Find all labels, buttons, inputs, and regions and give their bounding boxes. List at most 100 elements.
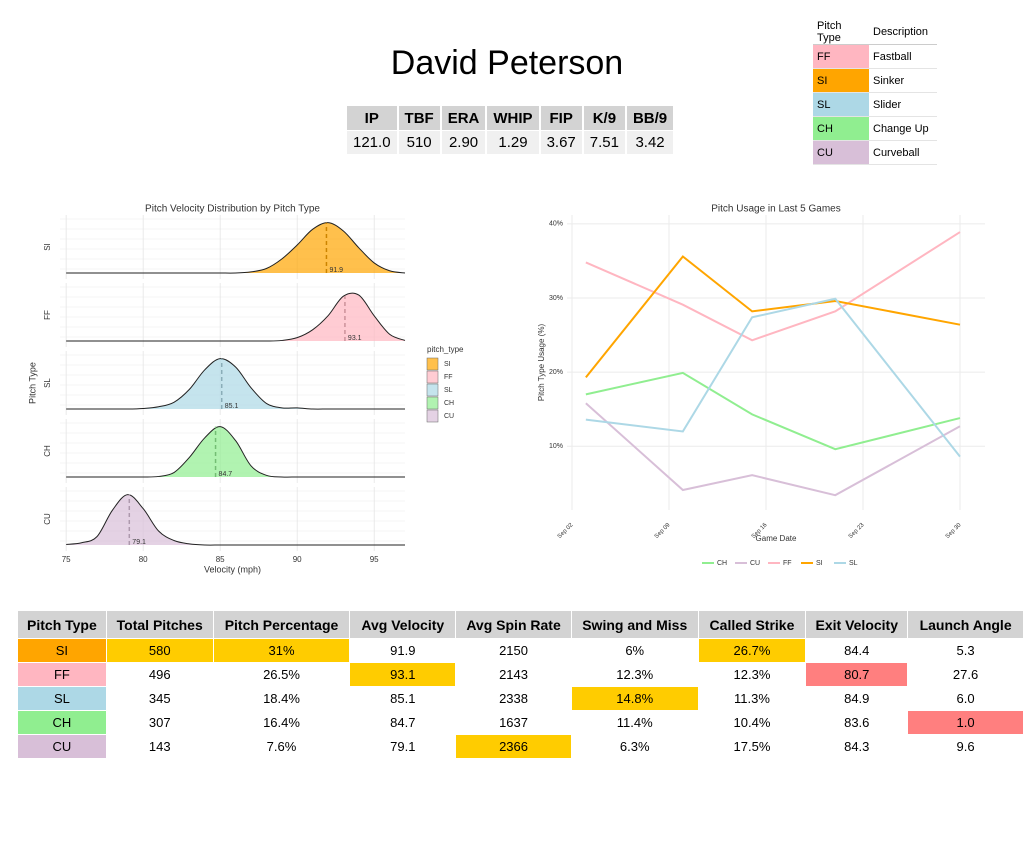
cell: 84.9 <box>844 691 870 706</box>
x-tick-label: 85 <box>216 555 225 564</box>
cell: 496 <box>148 667 171 682</box>
row: SI Sinker <box>813 69 937 93</box>
header-cell: Pitch Percentage <box>213 611 350 638</box>
density-area <box>66 494 406 546</box>
cell: 121.0 <box>347 131 397 154</box>
x-tick-label: 75 <box>62 555 71 564</box>
y-tick-label: 20% <box>549 369 563 376</box>
cell: 18.4% <box>263 691 300 706</box>
y-axis-title: Pitch Type Usage (%) <box>537 324 546 402</box>
cell: 12.3% <box>733 667 771 682</box>
header-cell: IP <box>347 106 397 130</box>
density-line <box>66 426 406 478</box>
header-cell: Total Pitches <box>106 611 213 638</box>
row: CH Change Up <box>813 117 937 141</box>
chart-title: Pitch Usage in Last 5 Games <box>711 204 841 215</box>
y-axis-title: Pitch Type <box>27 362 37 404</box>
row: CH 307 16.4% 84.7 1637 11.4% 10.4% 83.6 1.0 <box>18 711 1023 734</box>
density-line <box>66 494 405 546</box>
median-label: 85.1 <box>225 403 239 410</box>
cell: 10.4% <box>733 715 771 730</box>
row: SL Slider <box>813 93 937 117</box>
pitch-type-cell: FF <box>18 663 106 686</box>
legend-key <box>426 370 439 384</box>
cell: 91.9 <box>390 643 416 658</box>
header-row: Pitch Type Total Pitches Pitch Percentage A… <box>18 611 1023 638</box>
header-cell: Avg Velocity <box>350 611 456 638</box>
cell: 2.90 <box>441 131 486 154</box>
header-cell: Avg Spin Rate <box>456 611 571 638</box>
median-label: 93.1 <box>348 335 362 342</box>
header-cell: Description <box>869 20 937 45</box>
cell: 17.5% <box>733 739 771 754</box>
pitch-type-cell: CU <box>18 735 106 758</box>
cell: 84.7 <box>390 715 416 730</box>
cell: 1.0 <box>908 711 1023 734</box>
y-tick-label: 10% <box>549 443 563 450</box>
density-line <box>66 292 406 342</box>
median-label: 91.9 <box>329 267 343 274</box>
row: CU 143 7.6% 79.1 2366 6.3% 17.5% 84.3 9.6 <box>18 735 1023 758</box>
legend-key <box>426 409 439 423</box>
series-line <box>585 371 961 451</box>
header-cell: Called Strike <box>698 611 806 638</box>
header-cell: TBF <box>398 106 440 130</box>
header-cell: Pitch Type <box>813 20 869 45</box>
cell: 5.3 <box>956 643 975 658</box>
x-tick-label: 90 <box>293 555 302 564</box>
code-cell: SL <box>813 93 869 117</box>
legend-label: SI <box>816 560 823 567</box>
x-axis-title: Velocity (mph) <box>204 564 261 574</box>
x-tick-label: 95 <box>370 555 379 564</box>
cell: 84.3 <box>844 739 870 754</box>
x-tick-label: Sep 30 <box>945 522 963 540</box>
cell: 6% <box>625 643 645 658</box>
x-tick-label: Sep 09 <box>654 522 672 540</box>
x-tick-label: Sep 23 <box>848 522 866 540</box>
density-area <box>66 293 406 342</box>
x-axis-title: Game Date <box>756 534 797 543</box>
cell: 93.1 <box>350 663 456 686</box>
density-area <box>66 358 406 410</box>
cell: 345 <box>148 691 171 706</box>
pitch-type-cell: SL <box>18 687 106 710</box>
cell: 9.6 <box>956 739 975 754</box>
series-line <box>585 402 961 497</box>
cell: 12.3% <box>616 667 654 682</box>
legend-label: CU <box>750 560 760 567</box>
header-row: Pitch Type Description <box>813 20 937 45</box>
chart-title: Pitch Velocity Distribution by Pitch Typ… <box>145 204 320 215</box>
cell: 11.3% <box>734 691 770 706</box>
facet-label: SI <box>43 243 52 251</box>
cell: 307 <box>148 715 171 730</box>
cell: 7.51 <box>583 131 625 154</box>
pitch-type-table: Pitch Type Description FF Fastball SI Sinker S… <box>813 20 937 165</box>
description-cell: Slider <box>869 93 937 117</box>
median-label: 79.1 <box>132 539 146 546</box>
cell: 31% <box>213 639 350 662</box>
pitch-type-cell: SI <box>18 639 106 662</box>
description-cell: Sinker <box>869 69 937 93</box>
density-line <box>66 222 406 274</box>
header-cell: ERA <box>441 106 486 130</box>
header-cell: Exit Velocity <box>806 611 908 638</box>
cell: 2338 <box>499 691 528 706</box>
cell: 2366 <box>456 735 571 758</box>
cell: 1637 <box>499 715 528 730</box>
cell: 3.67 <box>540 131 582 154</box>
facet-label: SL <box>43 378 52 388</box>
header-cell: WHIP <box>487 106 539 130</box>
x-tick-label: Sep 02 <box>557 522 575 540</box>
cell: 83.6 <box>844 715 870 730</box>
cell: 7.6% <box>266 739 297 754</box>
row: SI 580 31% 91.9 2150 6% 26.7% 84.4 5.3 <box>18 639 1023 662</box>
header-cell: Swing and Miss <box>571 611 698 638</box>
legend-key <box>426 357 439 371</box>
cell: 3.42 <box>626 131 674 154</box>
code-cell: FF <box>813 45 869 69</box>
description-cell: Change Up <box>869 117 937 141</box>
cell: 1.29 <box>487 131 539 154</box>
legend-label: FF <box>783 560 792 567</box>
series-line <box>585 297 961 458</box>
